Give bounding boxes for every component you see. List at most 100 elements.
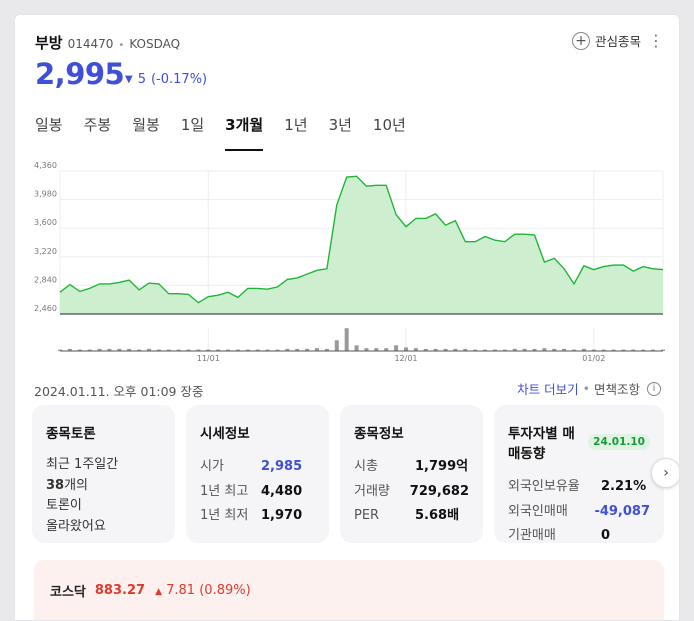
volume-bar (67, 348, 72, 351)
row-value: 1,799억 (415, 459, 469, 474)
volume-bar (87, 349, 92, 351)
tab-4[interactable]: 3개월 (225, 115, 264, 151)
investor-trend-box[interactable]: 투자자별 매매동향 24.01.10 외국인보유율 2.21% 외국인매매 -49,… (494, 405, 664, 543)
volume-bar (58, 349, 62, 351)
volume-bar (542, 348, 547, 351)
volume-bar (492, 349, 497, 351)
volume-bar (354, 345, 359, 351)
change-value: 5 (137, 72, 146, 87)
index-change: ▲ 7.81 (0.89%) (155, 583, 251, 598)
volume-bar (146, 348, 151, 351)
market-info-box[interactable]: 시세정보 시가 2,985 1년 최고 4,480 1년 최저 1,970 (186, 405, 329, 543)
row-key: 기관매매 (508, 528, 556, 543)
row-value: 0 (601, 528, 611, 543)
x-tick-label: 12/01 (394, 354, 417, 363)
volume-bar (384, 348, 389, 351)
row-value: -49,087 (594, 503, 650, 519)
volume-bar (97, 348, 102, 351)
volume-bar (641, 349, 646, 351)
index-change-value: 7.81 (166, 582, 196, 598)
volume-bar (522, 348, 527, 351)
chevron-right-icon[interactable]: › (651, 458, 679, 488)
index-change-percent: (0.89%) (199, 582, 251, 598)
separator-dot: • (118, 40, 125, 51)
row-value: 729,682 (409, 483, 469, 499)
date-badge: 24.01.10 (588, 434, 650, 450)
change-percent: (-0.17%) (150, 72, 208, 87)
volume-bar (374, 348, 379, 351)
stock-info-row: PER 5.68배 (354, 504, 469, 529)
stock-name[interactable]: 부방 (35, 34, 63, 52)
period-tabs: 일봉 주봉 월봉 1일 3개월 1년 3년 10년 (35, 115, 427, 151)
volume-bar (463, 348, 468, 351)
volume-bar (601, 349, 606, 351)
index-value: 883.27 (94, 582, 146, 598)
chart-svg[interactable]: 4,360 3,980 3,600 3,220 2,840 2,460 11/01 12/01… (15, 155, 680, 365)
volume-bar (483, 349, 488, 351)
y-tick-label: 2,840 (34, 275, 57, 284)
volume-bar (245, 349, 250, 351)
volume-bar (166, 349, 171, 351)
up-arrow-icon: ▲ (155, 586, 162, 597)
volume-bar (324, 348, 329, 351)
volume-bar (186, 349, 191, 351)
volume-bar (196, 349, 201, 351)
tab-7[interactable]: 10년 (372, 116, 406, 134)
tab-1[interactable]: 주봉 (83, 116, 112, 134)
chart-links: 차트 더보기 • 면책조항 i (517, 379, 661, 398)
tab-2[interactable]: 월봉 (132, 116, 160, 134)
tab-0[interactable]: 일봉 (35, 116, 63, 134)
volume-bar (334, 340, 339, 351)
volume-bar (591, 349, 596, 351)
stock-card: 부방 014470 • KOSDAQ + 관심종목 ⋮ 2,995 ▼ 5 (-… (14, 14, 680, 621)
discussion-box[interactable]: 종목토론 최근 1주일간 38개의 토론이 올라왔어요 (32, 405, 175, 543)
volume-bar (137, 349, 142, 351)
volume-bar (364, 348, 369, 351)
price-line (59, 175, 664, 304)
discussion-line: 38개의 (46, 476, 161, 497)
volume-bar (621, 349, 626, 351)
volume-bar (226, 349, 231, 351)
separator-dot: • (582, 381, 590, 396)
row-value: 4,480 (261, 483, 303, 499)
volume-bar (176, 349, 181, 351)
volume-bar (235, 349, 240, 351)
tab-6[interactable]: 3년 (328, 116, 352, 134)
row-value: 1,970 (261, 508, 303, 523)
volume-bar (651, 349, 656, 351)
investor-row: 외국인보유율 2.21% (508, 475, 650, 500)
row-key: 거래량 (354, 483, 390, 499)
index-banner[interactable]: 코스닥 883.27 ▲ 7.81 (0.89%) (34, 560, 664, 620)
volume-bar (502, 349, 507, 351)
investor-row: 기관매매 0 (508, 524, 650, 543)
disclaimer-link[interactable]: 면책조항 (593, 382, 640, 397)
volume-bar (473, 349, 478, 351)
y-tick-label: 3,600 (34, 218, 57, 227)
more-vertical-icon[interactable]: ⋮ (648, 31, 664, 50)
favorite-button[interactable]: + 관심종목 (571, 31, 641, 50)
volume-bar (127, 348, 132, 351)
volume-bar (117, 348, 122, 351)
volume-bar (275, 349, 280, 351)
discussion-text: 최근 1주일간 38개의 토론이 올라왔어요 (46, 455, 161, 537)
stock-info-box[interactable]: 종목정보 시총 1,799억 거래량 729,682 PER 5.68배 (340, 405, 483, 543)
row-key: 외국인보유율 (508, 479, 580, 494)
stock-code: 014470 (67, 37, 114, 51)
volume-bar (512, 348, 517, 351)
stock-header: 부방 014470 • KOSDAQ (35, 32, 180, 53)
tab-5[interactable]: 1년 (284, 116, 308, 134)
price-chart[interactable]: 4,360 3,980 3,600 3,220 2,840 2,460 11/01 12/01… (15, 155, 680, 369)
volume-bar (631, 349, 636, 351)
investor-trend-title: 투자자별 매매동향 (508, 426, 575, 462)
stock-info-row: 거래량 729,682 (354, 480, 469, 505)
investor-trend-header: 투자자별 매매동향 24.01.10 (508, 422, 650, 462)
volume-bar (394, 345, 399, 351)
chart-more-link[interactable]: 차트 더보기 (517, 382, 579, 397)
volume-bar (572, 349, 577, 351)
plus-icon: + (571, 31, 590, 50)
index-name: 코스닥 (50, 584, 86, 600)
price-change: ▼ 5 (-0.17%) (125, 72, 207, 87)
tab-3[interactable]: 1일 (180, 116, 205, 134)
market-info-row: 1년 최고 4,480 (200, 480, 315, 505)
info-icon[interactable]: i (647, 381, 661, 396)
